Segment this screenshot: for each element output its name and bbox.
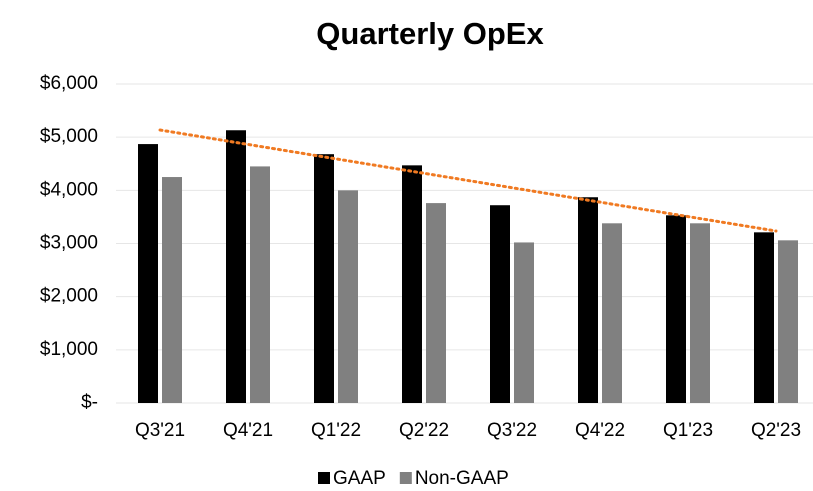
bar [426, 203, 446, 403]
bar [250, 166, 270, 403]
bar [226, 130, 246, 403]
y-tick-label: $6,000 [40, 73, 98, 94]
bar [666, 215, 686, 403]
legend-label: Non-GAAP [415, 468, 509, 489]
legend-label: GAAP [333, 468, 386, 489]
y-tick-label: $4,000 [40, 179, 98, 200]
y-tick-label: $2,000 [40, 286, 98, 307]
legend-swatch [399, 472, 412, 484]
bar [690, 223, 710, 403]
x-tick-label: Q3'22 [487, 420, 537, 441]
bar [778, 240, 798, 403]
bar [754, 232, 774, 403]
x-tick-label: Q3'21 [135, 420, 185, 441]
bar [514, 242, 534, 403]
bar [402, 165, 422, 403]
x-tick-label: Q4'22 [575, 420, 625, 441]
trendline [158, 128, 778, 233]
bar [490, 205, 510, 403]
bar [338, 190, 358, 403]
x-tick-label: Q1'22 [311, 420, 361, 441]
bar [602, 223, 622, 403]
bar [138, 144, 158, 403]
x-tick-label: Q4'21 [223, 420, 273, 441]
x-tick-label: Q2'23 [751, 420, 801, 441]
x-tick-label: Q1'23 [663, 420, 713, 441]
bar [162, 177, 182, 403]
y-tick-label: $1,000 [40, 339, 98, 360]
bar [578, 197, 598, 403]
y-tick-label: $3,000 [40, 233, 98, 254]
legend-swatch [318, 472, 330, 484]
bar [314, 154, 334, 403]
y-tick-label: $5,000 [40, 126, 98, 147]
x-tick-label: Q2'22 [399, 420, 449, 441]
chart-title: Quarterly OpEx [316, 16, 544, 51]
y-tick-label: $- [81, 392, 98, 413]
